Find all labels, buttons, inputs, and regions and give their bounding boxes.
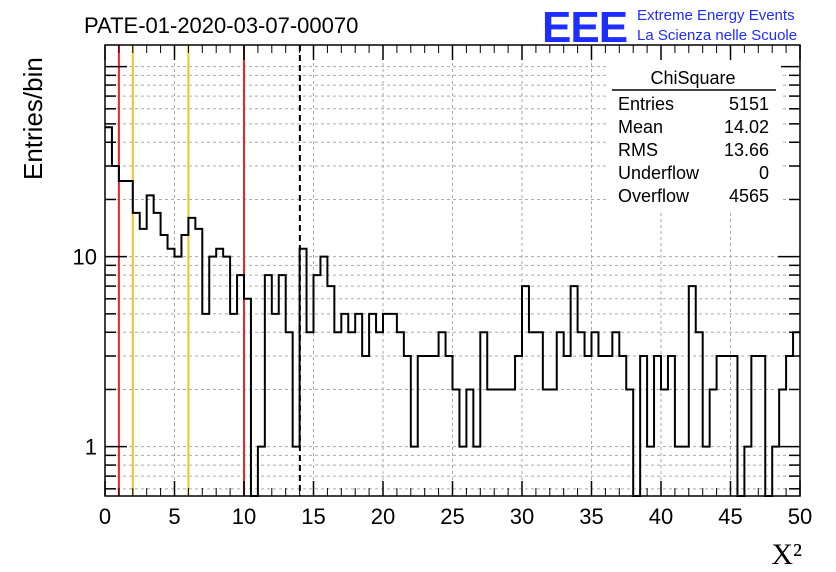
x-tick-label: 5 — [168, 504, 180, 529]
x-tick-label: 20 — [371, 504, 395, 529]
stats-box: ChiSquare Entries 5151 Mean 14.02 RMS 13… — [606, 60, 781, 210]
stats-value-rms: 13.66 — [724, 140, 769, 160]
x-tick-label: 40 — [649, 504, 673, 529]
stats-background — [606, 60, 781, 210]
x-tick-label: 15 — [301, 504, 325, 529]
x-tick-label: 35 — [579, 504, 603, 529]
y-axis-title: Entries/bin — [18, 57, 48, 180]
x-tick-label: 50 — [788, 504, 812, 529]
stats-label-entries: Entries — [618, 94, 674, 114]
logo-line-2: La Scienza nelle Scuole — [637, 27, 797, 44]
stats-label-mean: Mean — [618, 117, 663, 137]
x-tick-label: 0 — [99, 504, 111, 529]
x-axis-title: X² — [771, 538, 802, 571]
x-tick-label: 25 — [440, 504, 464, 529]
stats-value-entries: 5151 — [729, 94, 769, 114]
y-tick-label: 1 — [85, 435, 97, 460]
stats-value-overflow: 4565 — [729, 186, 769, 206]
tick-labels: 0 5 10 15 20 25 30 35 40 45 50 1 10 — [73, 245, 813, 529]
x-tick-label: 30 — [510, 504, 534, 529]
stats-label-rms: RMS — [618, 140, 658, 160]
grid-lines — [105, 45, 800, 496]
axis-ticks — [104, 45, 801, 496]
logo-line-1: Extreme Energy Events — [637, 7, 795, 24]
stats-label-overflow: Overflow — [618, 186, 690, 206]
logo-mark: EEE — [542, 3, 627, 52]
x-tick-label: 10 — [232, 504, 256, 529]
stats-label-underflow: Underflow — [618, 163, 700, 183]
eee-logo: EEE Extreme Energy Events La Scienza nel… — [542, 3, 797, 52]
stats-value-underflow: 0 — [759, 163, 769, 183]
x-tick-label: 45 — [718, 504, 742, 529]
chart-title: PATE-01-2020-03-07-00070 — [84, 13, 358, 38]
stats-title: ChiSquare — [650, 68, 735, 88]
stats-value-mean: 14.02 — [724, 117, 769, 137]
histogram-outline — [105, 126, 800, 497]
y-tick-label: 10 — [73, 245, 97, 270]
